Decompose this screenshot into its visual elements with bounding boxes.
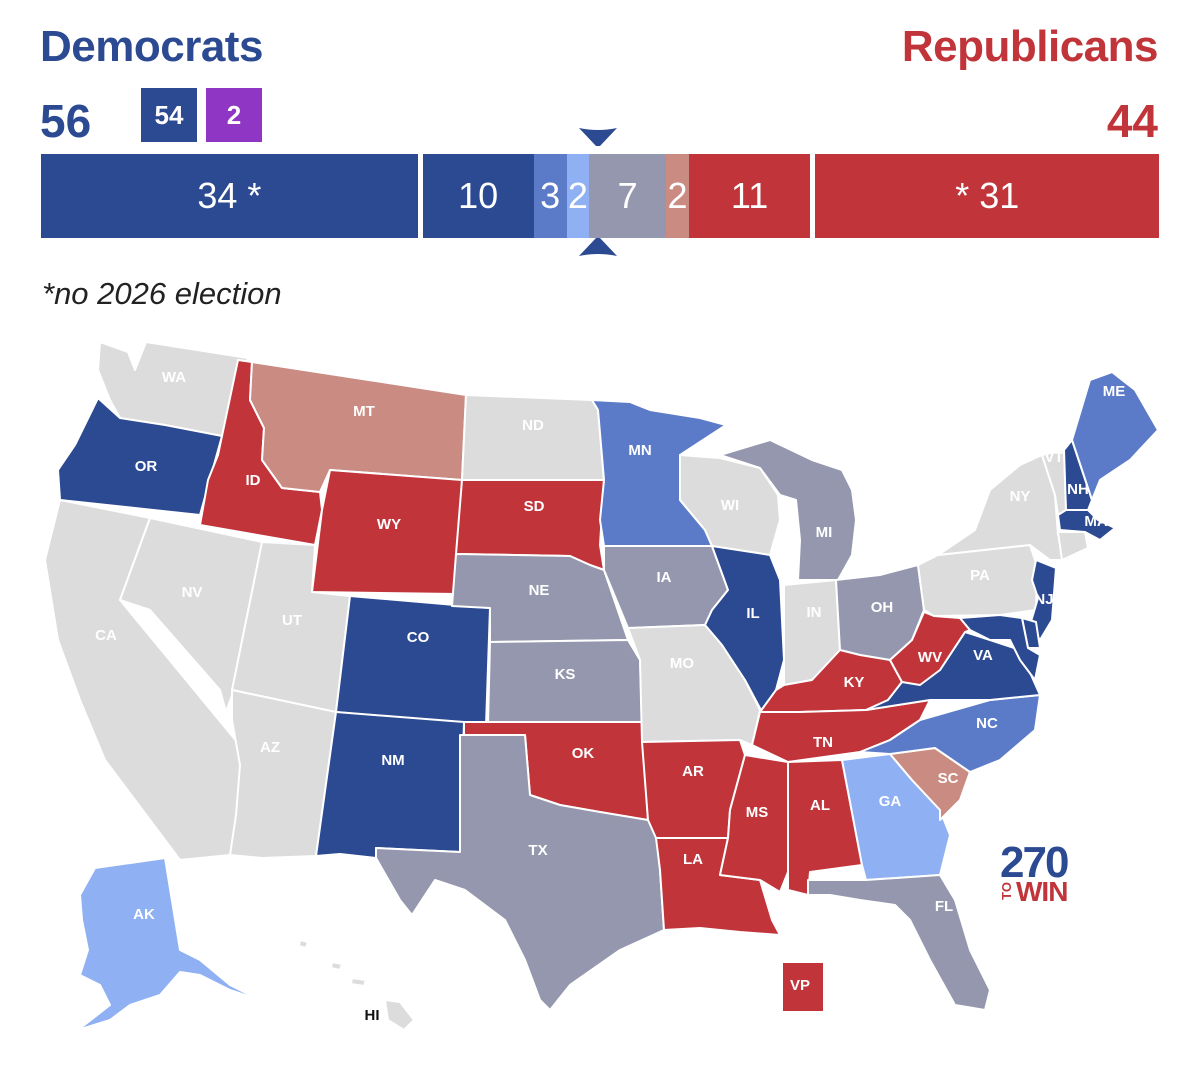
state-label-NH: NH — [1067, 481, 1089, 498]
state-label-SC: SC — [938, 770, 959, 787]
state-label-KS: KS — [555, 666, 576, 683]
state-ME[interactable] — [1071, 371, 1159, 501]
state-WY[interactable] — [311, 469, 463, 595]
hi-islet-3 — [350, 977, 367, 987]
state-label-AZ: AZ — [260, 739, 280, 756]
state-IL[interactable] — [704, 545, 785, 713]
hi-islet-1 — [298, 939, 309, 949]
state-label-MS: MS — [746, 804, 769, 821]
state-label-WV: WV — [918, 649, 942, 666]
democrats-title: Democrats — [40, 22, 263, 71]
republicans-total: 44 — [1106, 95, 1158, 147]
state-label-CO: CO — [407, 629, 430, 646]
state-CO[interactable] — [335, 595, 491, 727]
seat-segment-safe-rep: 11 — [688, 154, 811, 238]
state-label-PA: PA — [970, 567, 990, 584]
seat-balance-bar: 34 * 10 3 2 7 2 11 * 31 — [41, 154, 1159, 238]
state-label-WI: WI — [721, 497, 739, 514]
state-label-MT: MT — [353, 403, 375, 420]
democrats-total: 56 — [40, 95, 92, 147]
democrat-seats-badge: 54 — [141, 88, 197, 142]
seat-segment-safe-dem: 10 — [422, 154, 534, 238]
state-label-OR: OR — [135, 458, 158, 475]
state-MI[interactable] — [719, 439, 857, 581]
state-label-VP: VP — [790, 977, 810, 994]
state-label-IN: IN — [807, 604, 822, 621]
state-label-FL: FL — [935, 898, 953, 915]
footnote: *no 2026 election — [42, 276, 282, 311]
state-label-ME: ME — [1103, 383, 1126, 400]
state-label-OH: OH — [871, 599, 894, 616]
state-TX[interactable] — [375, 734, 665, 1011]
state-label-NM: NM — [381, 752, 404, 769]
seat-segment-rep-no-election: * 31 — [815, 154, 1159, 238]
state-label-UT: UT — [282, 612, 302, 629]
state-label-NE: NE — [529, 582, 550, 599]
logo-270: 270 — [1000, 838, 1069, 887]
state-label-IA: IA — [657, 569, 672, 586]
state-WI[interactable] — [679, 454, 781, 556]
state-label-ND: ND — [522, 417, 544, 434]
state-label-VA: VA — [973, 647, 993, 664]
logo-win: WIN — [1016, 876, 1068, 907]
state-TN[interactable] — [751, 699, 931, 763]
state-label-AL: AL — [810, 797, 830, 814]
seat-segment-lean-dem: 2 — [566, 154, 589, 238]
seat-segment-dem-no-election: 34 * — [41, 154, 418, 238]
state-label-SD: SD — [524, 498, 545, 515]
state-label-NC: NC — [976, 715, 998, 732]
state-HI[interactable] — [384, 999, 415, 1031]
logo-to: TO — [999, 882, 1014, 900]
state-label-MN: MN — [628, 442, 651, 459]
independent-seats-badge: 2 — [206, 88, 262, 142]
state-label-NV: NV — [182, 584, 203, 601]
state-label-HI: HI — [365, 1007, 380, 1024]
state-OR[interactable] — [57, 397, 223, 516]
state-AK[interactable] — [77, 857, 261, 1031]
hi-islet-2 — [330, 961, 343, 971]
state-label-WA: WA — [162, 369, 186, 386]
state-CT[interactable] — [1057, 531, 1089, 561]
state-label-KY: KY — [844, 674, 865, 691]
seat-segment-likely-dem: 3 — [533, 154, 567, 238]
state-label-NY: NY — [1010, 488, 1031, 505]
seat-segment-tossup: 7 — [588, 154, 667, 238]
state-label-MO: MO — [670, 655, 694, 672]
vice-president-box[interactable] — [781, 961, 825, 1013]
state-label-VT: VT — [1044, 449, 1063, 466]
state-label-OK: OK — [572, 745, 595, 762]
majority-marker-icon — [579, 128, 617, 256]
state-label-MA: MA — [1084, 513, 1107, 530]
state-label-LA: LA — [683, 851, 703, 868]
state-label-ID: ID — [246, 472, 261, 489]
seat-segment-lean-rep: 2 — [666, 154, 689, 238]
state-MA[interactable] — [1057, 509, 1116, 541]
state-label-IL: IL — [746, 605, 759, 622]
seat-bar-gap — [810, 154, 816, 238]
state-label-MI: MI — [816, 524, 833, 541]
state-label-GA: GA — [879, 793, 902, 810]
state-MD[interactable] — [959, 614, 1041, 681]
state-FL[interactable] — [807, 874, 991, 1011]
state-label-TX: TX — [528, 842, 547, 859]
state-NC[interactable] — [859, 694, 1041, 773]
state-label-WY: WY — [377, 516, 401, 533]
state-label-TN: TN — [813, 734, 833, 751]
state-label-NJ: NJ — [1034, 591, 1053, 608]
us-senate-map: WA OR CA NV ID MT WY UT AZ CO NM ND SD NE KS OK TX MN IA MO… — [44, 341, 1159, 1031]
state-label-AK: AK — [133, 906, 155, 923]
state-NH[interactable] — [1063, 439, 1093, 511]
state-label-CA: CA — [95, 627, 117, 644]
seat-bar-gap — [417, 154, 423, 238]
republicans-title: Republicans — [901, 22, 1159, 71]
state-ND[interactable] — [461, 394, 605, 481]
state-NM[interactable] — [315, 711, 465, 859]
state-label-AR: AR — [682, 763, 704, 780]
